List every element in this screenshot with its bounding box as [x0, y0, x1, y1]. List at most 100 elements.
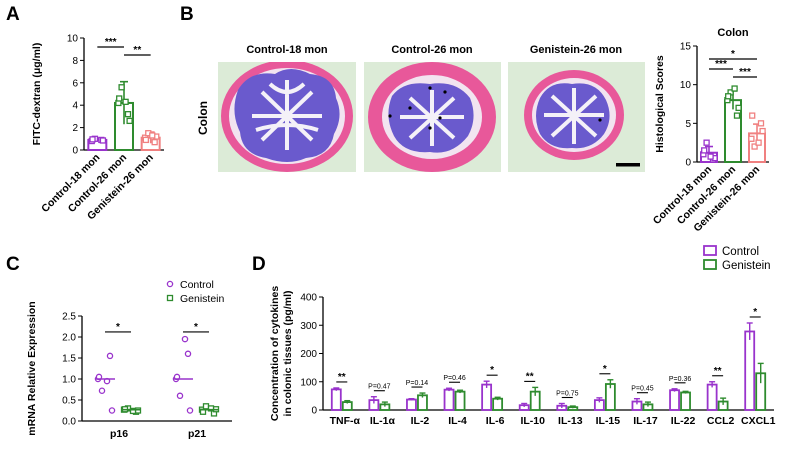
data-point — [733, 112, 741, 119]
significance-label: ** — [133, 45, 141, 56]
row-label-colon: Colon — [196, 101, 210, 135]
data-point — [126, 117, 133, 125]
y-tick-label: 5 — [685, 119, 691, 130]
x-tick-label: IL-22 — [671, 415, 696, 427]
annotation-label: P=0.75 — [556, 391, 578, 398]
panel-label-a: A — [6, 4, 20, 25]
image-title-control-18: Control-18 mon — [246, 44, 328, 56]
data-point — [108, 407, 116, 414]
data-point — [725, 93, 732, 100]
y-axis-label-line1: Concentration of cytokines — [269, 286, 281, 422]
data-point — [124, 111, 132, 118]
bar — [330, 388, 342, 411]
data-point — [122, 98, 129, 105]
x-tick-label: IL-15 — [596, 415, 621, 427]
data-point — [186, 407, 194, 414]
bar — [706, 383, 718, 411]
data-point — [176, 392, 184, 400]
annotation-label: ** — [526, 371, 534, 382]
data-point — [118, 84, 125, 91]
significance-label: * — [116, 322, 120, 333]
annotation-label: ** — [714, 366, 722, 377]
y-tick-label: 2.5 — [62, 312, 76, 323]
annotation-label: P=0.14 — [406, 380, 428, 387]
data-point — [149, 132, 156, 139]
annotation-label: * — [753, 307, 757, 318]
y-tick-label: 2.0 — [62, 333, 76, 344]
data-point — [748, 135, 755, 142]
significance-label: * — [194, 322, 198, 333]
bar — [481, 383, 493, 411]
legend-label-genistein: Genistein — [180, 293, 225, 305]
y-tick-label: 200 — [300, 349, 317, 360]
histology-image-genistein-26 — [508, 62, 645, 172]
y-tick-label: 10 — [680, 80, 692, 91]
annotation-label: ** — [338, 372, 346, 383]
significance-label: *** — [105, 37, 117, 48]
y-tick-label: 6 — [72, 78, 78, 89]
data-point — [184, 350, 192, 358]
chart-title: Colon — [717, 27, 748, 39]
data-point — [751, 143, 758, 150]
x-tick-label: p21 — [188, 428, 206, 440]
x-tick-label: IL-13 — [558, 415, 583, 427]
y-tick-label: 15 — [680, 42, 692, 53]
y-tick-label: 400 — [300, 293, 317, 304]
x-tick-label: TNF-α — [330, 415, 361, 427]
bar — [406, 398, 417, 411]
legend-marker-genistein — [703, 259, 717, 270]
data-point — [116, 95, 123, 102]
annotation-label: P=0.47 — [368, 384, 390, 391]
data-point — [202, 403, 210, 410]
data-point — [142, 136, 150, 144]
data-point — [98, 387, 106, 395]
x-tick-label: CXCL1 — [741, 415, 776, 427]
x-tick-label: IL-1α — [370, 415, 396, 427]
bar — [492, 397, 504, 411]
y-tick-label: 0 — [72, 146, 78, 157]
panel-label-c: C — [6, 254, 20, 275]
annotation-label: * — [603, 364, 607, 375]
y-tick-label: 1.5 — [62, 354, 76, 365]
legend-marker-control — [166, 280, 174, 288]
data-point — [207, 405, 215, 412]
data-point — [129, 407, 137, 415]
data-point — [99, 137, 107, 144]
y-axis-label-line2: in colonic tissues (pg/ml) — [282, 290, 294, 416]
legend-marker-control — [703, 245, 717, 256]
data-point — [89, 136, 96, 143]
y-axis-label: mRNA Relative Expression — [26, 301, 38, 435]
data-point — [755, 139, 762, 146]
bar — [744, 330, 756, 411]
legend-label-control: Control — [722, 246, 759, 258]
data-point — [707, 153, 714, 160]
data-point — [757, 120, 765, 127]
chart-d-cytokines: 0 100 200 300 400 Concentration of cytokines i… — [269, 245, 776, 427]
image-title-control-26: Control-26 mon — [391, 44, 473, 56]
y-tick-label: 0.5 — [62, 396, 76, 407]
data-point — [759, 127, 766, 135]
data-point — [106, 352, 114, 360]
y-tick-label: 1.0 — [62, 375, 76, 386]
annotation-label: P=0.45 — [631, 386, 653, 393]
annotation-label: * — [490, 365, 494, 376]
histology-panel: Control-18 mon Control-26 mon Genistein-… — [196, 44, 645, 172]
y-axis-label: Histological Scores — [654, 55, 666, 153]
x-tick-label: IL-6 — [486, 415, 505, 427]
x-tick-label: IL-4 — [448, 415, 467, 427]
data-point — [134, 407, 142, 414]
histology-image-control-26 — [364, 62, 501, 172]
y-tick-label: 300 — [300, 321, 317, 332]
significance-label: *** — [715, 59, 727, 70]
data-point — [735, 104, 742, 112]
y-tick-label: 0 — [311, 406, 317, 417]
data-point — [701, 147, 708, 154]
y-tick-label: 0 — [685, 158, 691, 169]
y-tick-label: 0.0 — [62, 417, 76, 428]
panel-label-d: D — [252, 254, 266, 275]
data-point — [151, 139, 158, 146]
x-tick-label: IL-10 — [520, 415, 545, 427]
